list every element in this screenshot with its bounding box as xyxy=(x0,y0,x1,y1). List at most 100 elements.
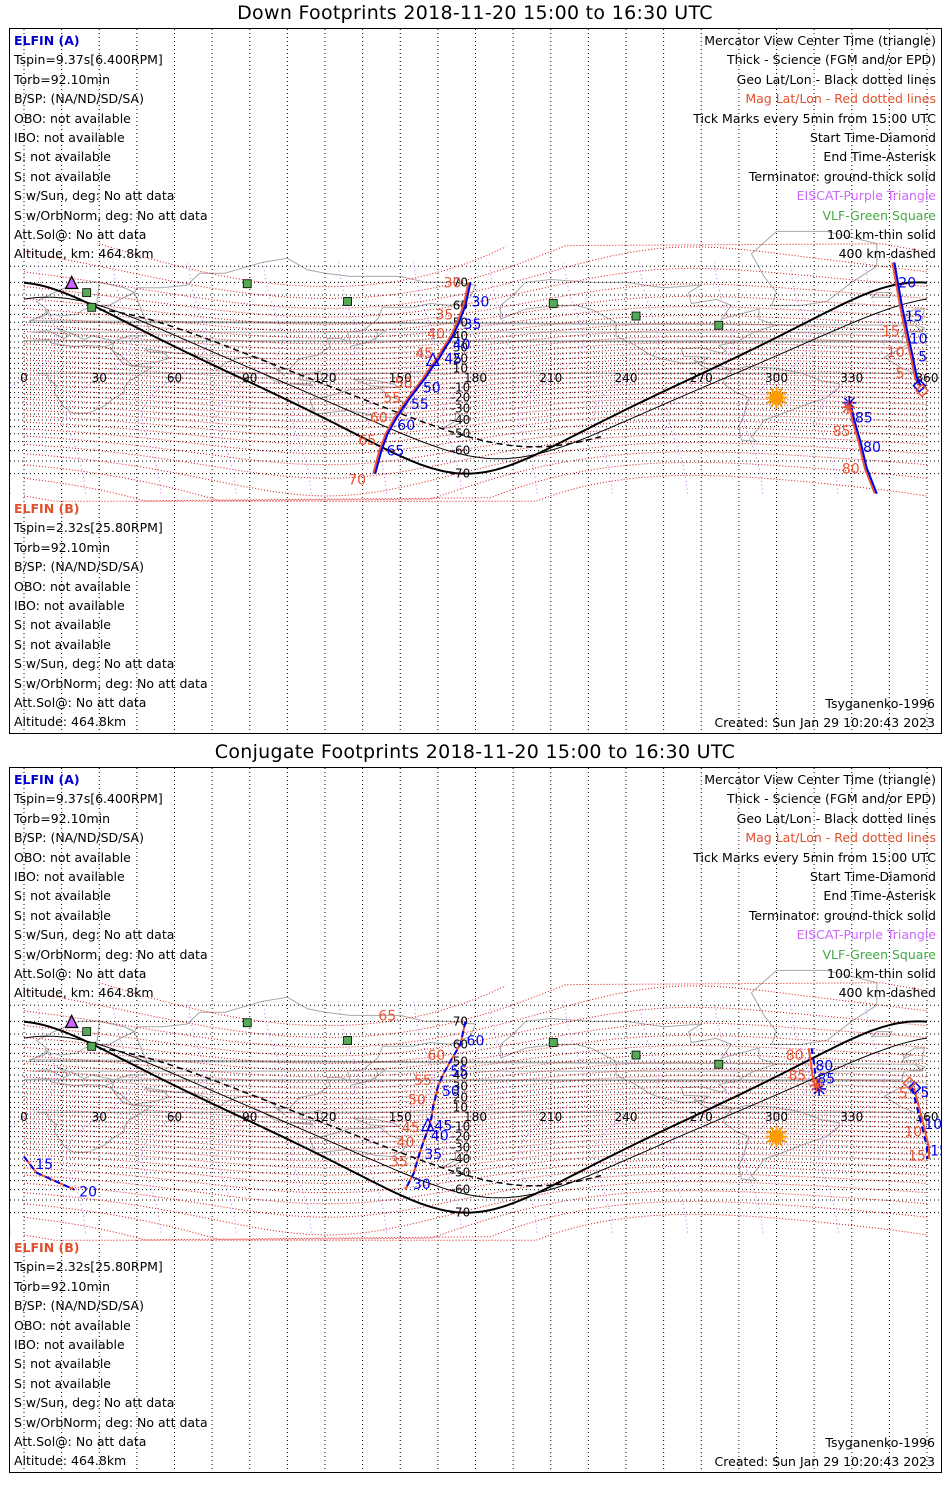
mag-parallel xyxy=(23,1159,928,1194)
terminator-ground xyxy=(23,281,928,475)
info-line: Torb=92.10min xyxy=(14,1278,111,1294)
latitude-label: -30 xyxy=(451,401,471,415)
elfin-a-track xyxy=(404,1021,467,1191)
terminator-400km xyxy=(99,309,602,448)
vlf-station-square xyxy=(548,1038,558,1047)
mag-meridian xyxy=(10,262,58,494)
info-line: S w/OrbNorm, deg: No att data xyxy=(14,1414,208,1430)
info-line: Torb=92.10min xyxy=(14,810,111,826)
info-line: Att.Sol@: No att data xyxy=(14,694,147,710)
info-line: S w/OrbNorm, deg: No att data xyxy=(14,675,208,691)
elfin-a-tick-label: 15 xyxy=(930,1144,942,1160)
elfin-b-tick-label: 85 xyxy=(833,424,851,440)
elfin-b-info: ELFIN (B) Tspin=2.32s[25.80RPM] Torb=92.… xyxy=(14,1238,208,1471)
mag-parallel xyxy=(23,1112,928,1134)
elfin-a-tick-label: 30 xyxy=(472,294,490,310)
info-line: Altitude, km: 464.8km xyxy=(14,246,154,262)
elfin-a-tick-label: 50 xyxy=(442,1084,460,1100)
elfin-a-label: ELFIN (A) xyxy=(14,772,80,787)
center-time-triangle xyxy=(425,351,440,367)
vlf-station-square xyxy=(343,297,352,306)
longitude-label: 60 xyxy=(167,1110,182,1124)
longitude-label: 150 xyxy=(389,1110,412,1124)
longitude-label: 180 xyxy=(464,371,487,385)
mag-parallel xyxy=(23,378,928,400)
latitude-label: 10 xyxy=(453,361,468,375)
coastline xyxy=(500,278,779,364)
map-panel-down-footprints: 0 30 60 90 120 150 180 210 240 270 300 330 360 70 60 50… xyxy=(9,28,942,734)
center-time-triangle xyxy=(420,1117,435,1132)
mag-meridian xyxy=(818,262,885,494)
info-line: S w/Sun, deg: No att data xyxy=(14,656,175,672)
end-time-asterisk-b xyxy=(840,400,855,415)
legend-item: 400 km-dashed xyxy=(838,985,936,1001)
model-label: Tsyganenko-1996 xyxy=(825,1435,935,1450)
info-line: OBO: not available xyxy=(14,849,131,865)
legend-item: VLF-Green Square xyxy=(822,946,936,962)
panel-title-conjugate: Conjugate Footprints 2018-11-20 15:00 to… xyxy=(214,741,736,763)
legend-item: 100 km-thin solid xyxy=(827,226,936,242)
mag-parallel xyxy=(23,295,928,332)
legend-item: Mercator View Center Time (triangle) xyxy=(704,772,936,787)
legend-item: Mag Lat/Lon - Red dotted lines xyxy=(745,830,936,846)
info-line: OBO: not available xyxy=(14,578,131,594)
mag-parallel xyxy=(23,382,928,405)
latitude-label: -10 xyxy=(451,1120,471,1134)
legend-item: Start Time-Diamond xyxy=(809,129,936,145)
mag-parallel xyxy=(99,243,506,288)
info-line: Tspin=2.32s[25.80RPM] xyxy=(14,520,163,536)
elfin-a-tick-label: 5 xyxy=(918,349,927,365)
map-panel-conjugate-footprints: 0 30 60 90 120 150 180 210 240 270 300 330 360 70 60 50… xyxy=(9,767,942,1473)
latitude-label: 40 xyxy=(453,1068,468,1082)
eiscat-triangle xyxy=(64,275,79,290)
latitude-label: 30 xyxy=(453,341,468,355)
latitude-label: 30 xyxy=(453,1080,468,1094)
elfin-a-tick-label: 60 xyxy=(467,1033,485,1049)
mag-parallel xyxy=(23,1097,928,1119)
longitude-label: 330 xyxy=(840,1110,863,1124)
latitude-label: -40 xyxy=(451,1152,471,1166)
elfin-a-track xyxy=(849,402,878,494)
mag-parallel xyxy=(23,1136,928,1162)
longitude-label: 330 xyxy=(840,371,863,385)
coastline xyxy=(900,1052,914,1059)
elfin-b-tick-label: 40 xyxy=(397,1135,415,1151)
mag-parallel xyxy=(23,373,928,395)
info-line: B/SP: (NA/ND/SD/SA) xyxy=(14,1298,144,1314)
mag-meridian xyxy=(141,262,208,494)
mag-parallel xyxy=(23,243,928,300)
info-line: S: not available xyxy=(14,149,111,165)
longitude-label: 90 xyxy=(242,1110,257,1124)
info-line: Torb=92.10min xyxy=(14,71,111,87)
elfin-a-tick-label: 85 xyxy=(855,411,873,427)
mag-meridian xyxy=(141,1001,208,1233)
vlf-station-square xyxy=(631,311,641,321)
mag-parallel xyxy=(23,408,928,437)
longitude-label: 300 xyxy=(765,1110,788,1124)
info-line: IBO: not available xyxy=(14,597,125,613)
mag-meridian xyxy=(291,262,359,494)
info-line: S: not available xyxy=(14,168,111,184)
elfin-b-track xyxy=(913,1087,930,1160)
mag-parallel xyxy=(23,347,928,371)
latitude-label: 20 xyxy=(453,1090,468,1104)
legend-item: Thick - Science (FGM and/or EPD) xyxy=(727,52,936,68)
eiscat-triangle xyxy=(64,1014,79,1029)
elfin-a-tick-label: 45 xyxy=(434,1119,452,1135)
info-line: Altitude: 464.8km xyxy=(14,714,127,730)
subsolar-point-icon xyxy=(765,386,788,409)
mag-parallel xyxy=(23,1142,928,1169)
latitude-label: -70 xyxy=(451,1206,471,1220)
mag-meridian xyxy=(442,262,509,494)
mag-meridian xyxy=(66,1001,133,1233)
mag-parallel xyxy=(23,1107,928,1129)
info-line: OBO: not available xyxy=(14,1317,131,1333)
info-line: Att.Sol@: No att data xyxy=(14,965,147,981)
elfin-a-track xyxy=(893,262,922,387)
elfin-a-tick-label: 20 xyxy=(79,1185,97,1201)
mag-meridian xyxy=(743,262,810,494)
longitude-label: 120 xyxy=(314,1110,337,1124)
mag-parallel xyxy=(23,1092,928,1115)
info-line: Tspin=9.37s[6.400RPM] xyxy=(14,791,163,807)
elfin-a-track xyxy=(911,1087,928,1160)
